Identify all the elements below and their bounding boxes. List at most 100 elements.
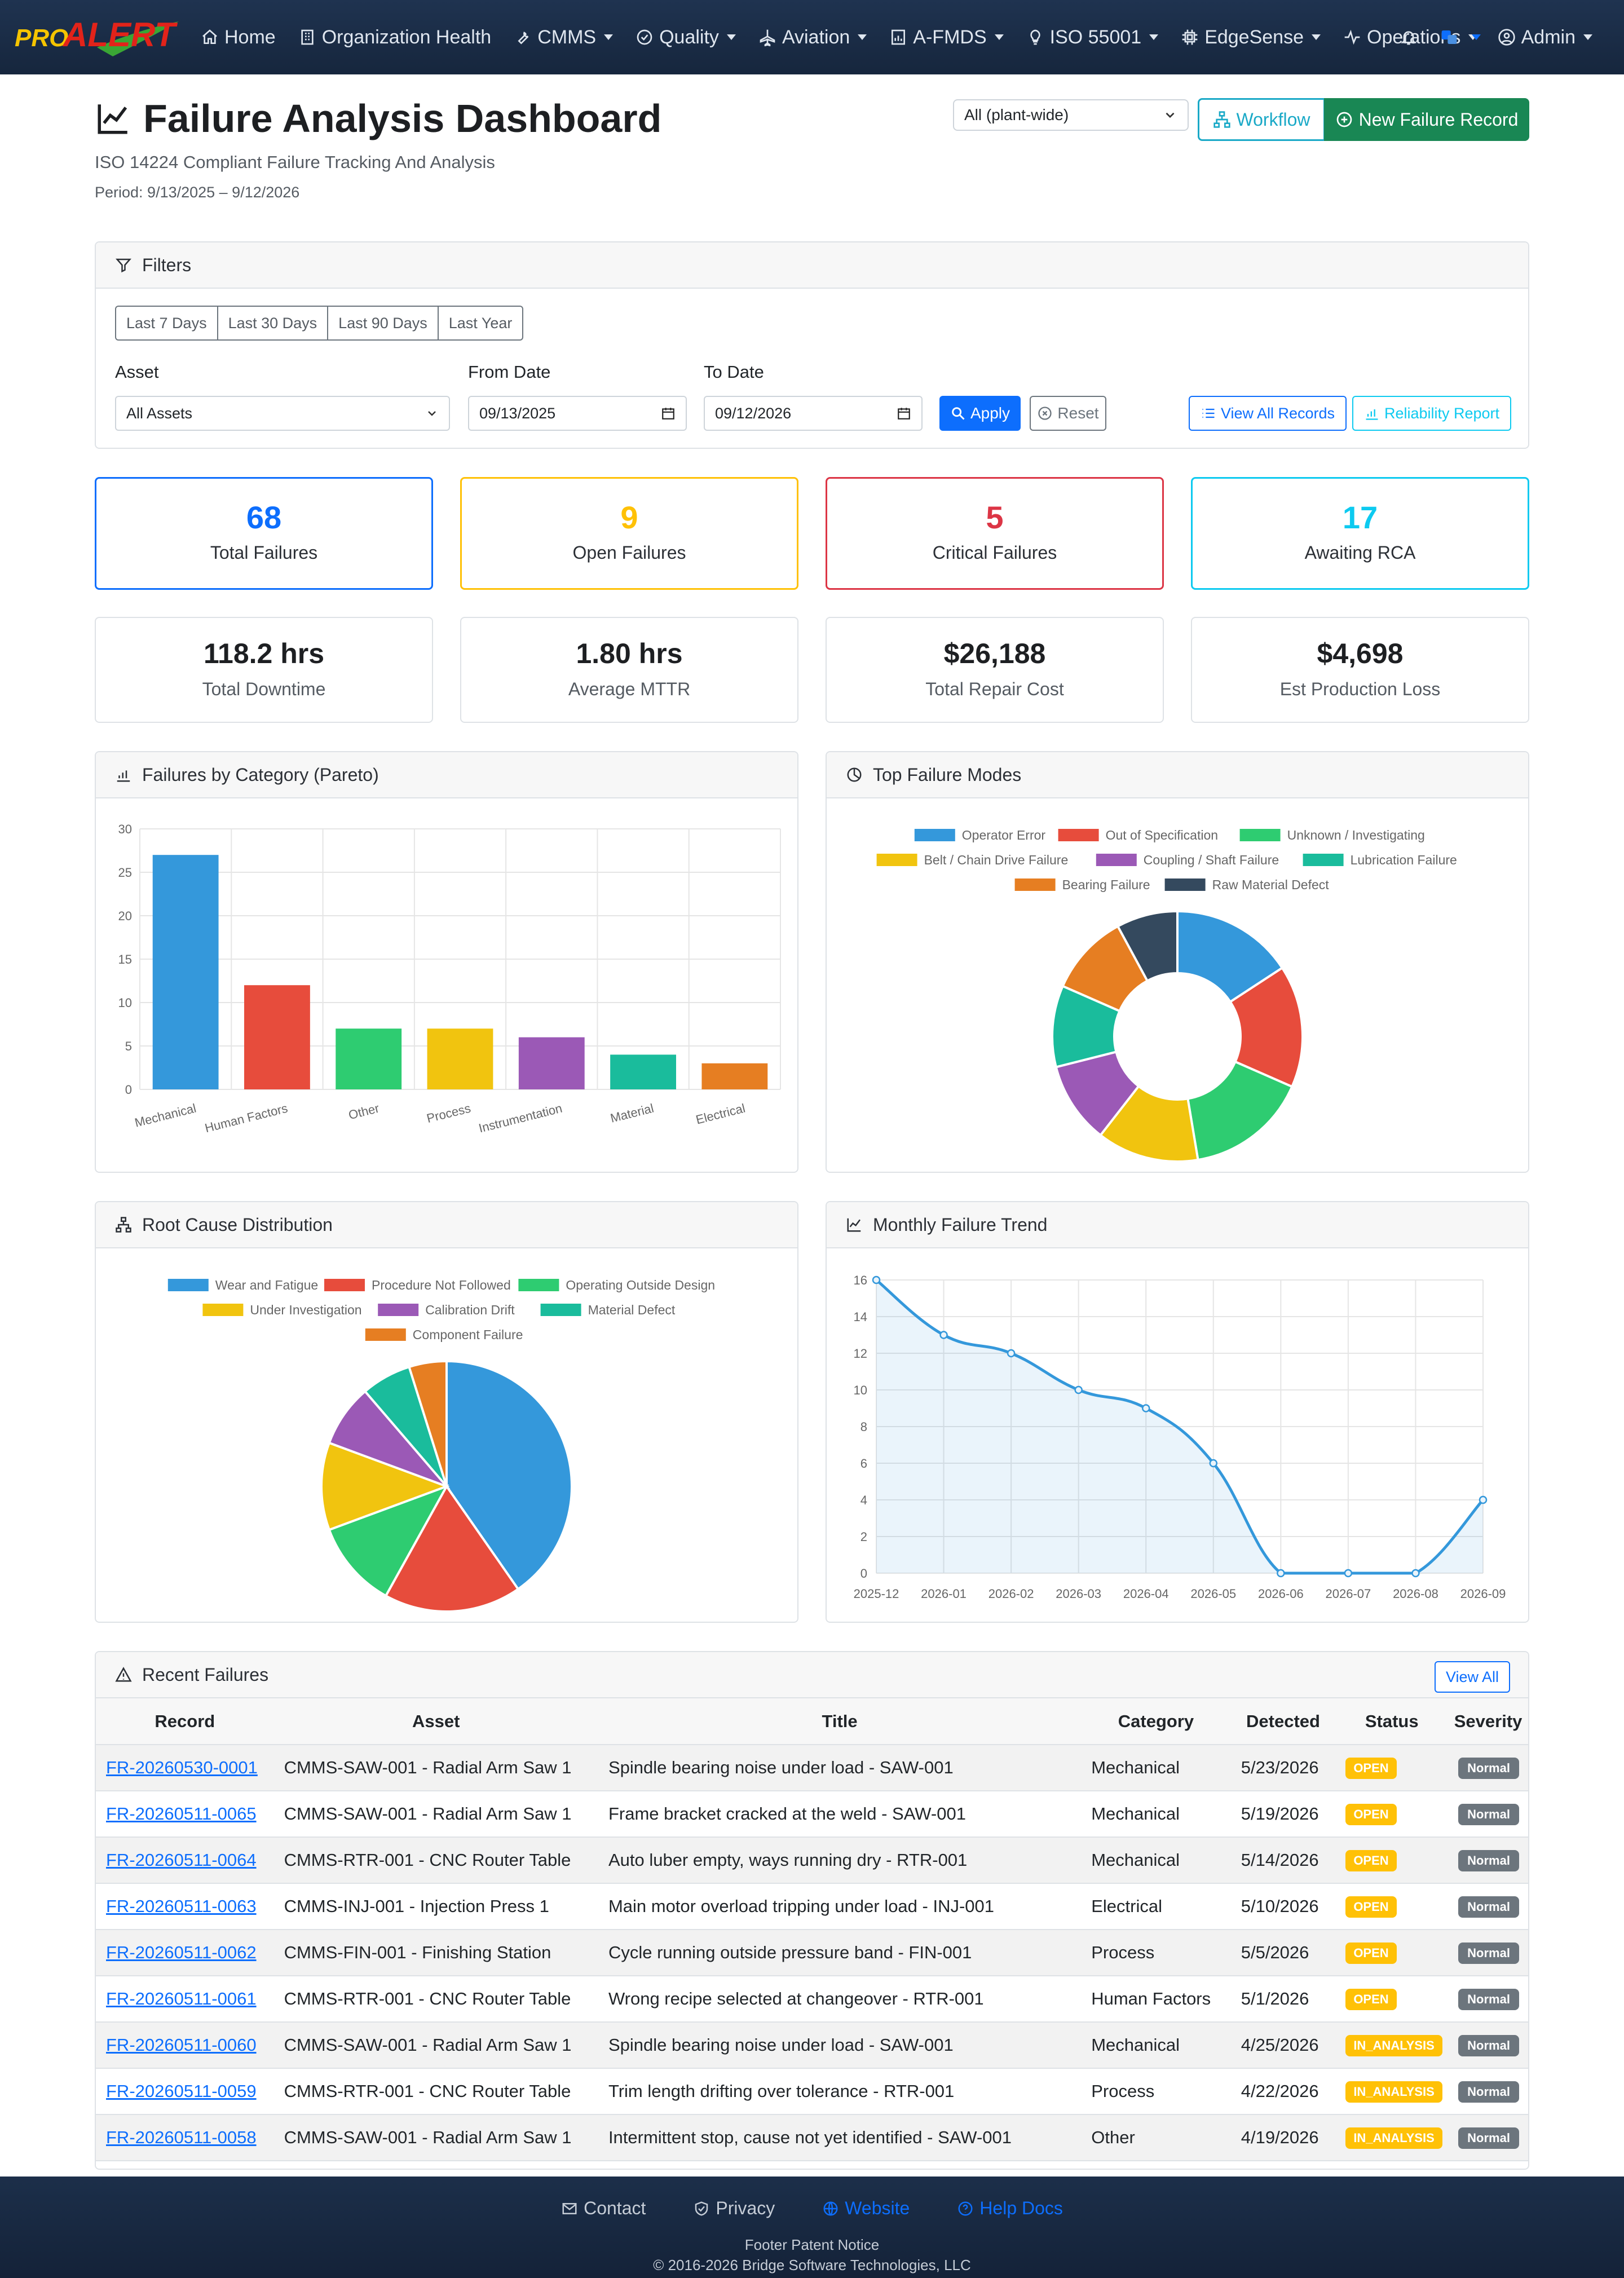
total-failures-card[interactable]: 68 Total Failures bbox=[95, 477, 433, 590]
record-link[interactable]: FR-20260511-0059 bbox=[106, 2081, 257, 2101]
globe-icon bbox=[823, 2201, 838, 2215]
failure-mode-slice-out-of-specification bbox=[1228, 966, 1304, 1088]
last-year-button[interactable]: Last Year bbox=[437, 306, 524, 341]
table-row[interactable]: FR-20260511-0059 CMMS-RTR-001 - CNC Route… bbox=[96, 2068, 1528, 2115]
x-circle-icon bbox=[1038, 407, 1052, 420]
category-cell: Human Factors bbox=[1081, 1976, 1231, 2023]
proalert-logo[interactable]: PRO ALERT bbox=[12, 14, 182, 61]
shield-check-icon bbox=[695, 2201, 708, 2216]
record-link[interactable]: FR-20260511-0060 bbox=[106, 2035, 257, 2055]
open-failures-card[interactable]: 9 Open Failures bbox=[460, 477, 798, 590]
table-row[interactable]: FR-20260511-0065 CMMS-SAW-001 - Radial Ar… bbox=[96, 1791, 1528, 1838]
nav-home[interactable]: Home bbox=[201, 27, 276, 48]
table-row[interactable]: FR-20260530-0001 CMMS-SAW-001 - Radial Ar… bbox=[96, 1745, 1528, 1791]
footer-contact-link[interactable]: Contact bbox=[561, 2198, 646, 2219]
record-cell[interactable]: FR-20260511-0061 bbox=[96, 1976, 274, 2023]
asset-label: Asset bbox=[115, 362, 159, 382]
record-link[interactable]: FR-20260511-0065 bbox=[106, 1804, 257, 1824]
record-cell[interactable]: FR-20260511-0065 bbox=[96, 1791, 274, 1838]
admin-menu[interactable]: Admin bbox=[1498, 27, 1592, 48]
title-cell: Spindle bearing noise under load - SAW-0… bbox=[598, 1745, 1082, 1791]
y-tick-label: 2 bbox=[860, 1530, 867, 1544]
asset-select[interactable]: All Assets bbox=[115, 396, 450, 431]
asset-cell: CMMS-SAW-001 - Radial Arm Saw 1 bbox=[273, 1791, 598, 1838]
new-failure-record-button[interactable]: New Failure Record bbox=[1324, 98, 1529, 141]
record-link[interactable]: FR-20260511-0063 bbox=[106, 1896, 257, 1916]
notifications-button[interactable] bbox=[1400, 28, 1423, 46]
nav-organization-health[interactable]: Organization Health bbox=[298, 27, 491, 48]
status-badge: IN_ANALYSIS bbox=[1345, 2035, 1442, 2056]
record-link[interactable]: FR-20260511-0062 bbox=[106, 1943, 257, 1962]
root-cause-slice-operating-outside-design bbox=[328, 1484, 449, 1597]
asset-cell: CMMS-SAW-001 - Radial Arm Saw 1 bbox=[273, 2022, 598, 2069]
root-cause-slice-procedure-not-followed bbox=[384, 1484, 520, 1613]
reset-button[interactable]: Reset bbox=[1030, 396, 1106, 431]
date-range-buttons: Last 7 Days Last 30 Days Last 90 Days La… bbox=[115, 306, 524, 341]
plant-select[interactable]: All (plant-wide) bbox=[953, 99, 1189, 131]
bar-chart-icon bbox=[1366, 409, 1378, 420]
asset-cell: CMMS-RTR-001 - CNC Router Table bbox=[273, 2068, 598, 2115]
line-chart-icon bbox=[847, 1218, 861, 1232]
language-button[interactable] bbox=[1440, 28, 1481, 46]
record-cell[interactable]: FR-20260511-0064 bbox=[96, 1837, 274, 1884]
record-cell[interactable]: FR-20260511-0058 bbox=[96, 2114, 274, 2161]
nav-aviation[interactable]: Aviation bbox=[758, 27, 867, 48]
nav-a-fmds[interactable]: A-FMDS bbox=[889, 27, 1004, 48]
last-7-days-button[interactable]: Last 7 Days bbox=[115, 306, 218, 341]
record-cell[interactable]: FR-20260511-0059 bbox=[96, 2068, 274, 2115]
record-cell[interactable]: FR-20260511-0060 bbox=[96, 2022, 274, 2069]
table-row[interactable]: FR-20260511-0061 CMMS-RTR-001 - CNC Route… bbox=[96, 1976, 1528, 2023]
last-30-days-button[interactable]: Last 30 Days bbox=[217, 306, 329, 341]
view-all-records-button[interactable]: View All Records bbox=[1189, 396, 1347, 431]
table-row[interactable]: FR-20260511-0060 CMMS-SAW-001 - Radial Ar… bbox=[96, 2022, 1528, 2069]
total-repair-cost-label: Total Repair Cost bbox=[925, 679, 1064, 699]
footer-privacy-link[interactable]: Privacy bbox=[693, 2198, 775, 2219]
table-row[interactable]: FR-20260511-0064 CMMS-RTR-001 - CNC Route… bbox=[96, 1837, 1528, 1884]
reliability-report-button[interactable]: Reliability Report bbox=[1352, 396, 1511, 431]
root-cause-pie-chart: Wear and Fatigue Procedure Not Followed Op… bbox=[167, 1278, 715, 1613]
record-cell[interactable]: FR-20260511-0062 bbox=[96, 1930, 274, 1976]
root-cause-slice-calibration-drift bbox=[328, 1389, 451, 1489]
last-90-days-button[interactable]: Last 90 Days bbox=[327, 306, 439, 341]
x-tick-label: 2026-03 bbox=[1056, 1587, 1101, 1601]
record-link[interactable]: FR-20260511-0058 bbox=[106, 2127, 257, 2147]
record-cell[interactable]: FR-20260511-0063 bbox=[96, 1883, 274, 1930]
record-cell[interactable]: FR-20260530-0001 bbox=[96, 1745, 274, 1791]
record-link[interactable]: FR-20260511-0064 bbox=[106, 1850, 257, 1870]
table-row[interactable]: FR-20260511-0063 CMMS-INJ-001 - Injection… bbox=[96, 1883, 1528, 1930]
chevron-down-icon bbox=[1312, 34, 1321, 40]
root-cause-chart-card: Root Cause Distribution Wear and Fatigue… bbox=[95, 1201, 798, 1623]
chevron-down-icon bbox=[1583, 34, 1592, 40]
status-cell: IN_ANALYSIS bbox=[1335, 2022, 1449, 2069]
from-date-input[interactable]: 09/13/2025 bbox=[468, 396, 687, 431]
awaiting-rca-value: 17 bbox=[1342, 500, 1378, 535]
awaiting-rca-card[interactable]: 17 Awaiting RCA bbox=[1191, 477, 1529, 590]
root-cause-legend-swatch bbox=[518, 1279, 559, 1291]
critical-failures-value: 5 bbox=[986, 500, 1004, 535]
workflow-button[interactable]: Workflow bbox=[1198, 98, 1325, 141]
x-tick-label: 2026-05 bbox=[1190, 1587, 1236, 1601]
footer-help-docs-link[interactable]: Help Docs bbox=[957, 2198, 1063, 2219]
nav-quality[interactable]: Quality bbox=[636, 27, 736, 48]
apply-button[interactable]: Apply bbox=[939, 396, 1021, 431]
view-all-button[interactable]: View All bbox=[1434, 1661, 1510, 1693]
critical-failures-card[interactable]: 5 Critical Failures bbox=[826, 477, 1164, 590]
clipboard-chart-icon bbox=[892, 29, 906, 45]
severity-badge: Normal bbox=[1458, 1758, 1519, 1779]
asset-cell: CMMS-INJ-001 - Injection Press 1 bbox=[273, 1883, 598, 1930]
x-tick-label: 2026-08 bbox=[1393, 1587, 1438, 1601]
nav-iso-55001[interactable]: ISO 55001 bbox=[1026, 27, 1159, 48]
warning-triangle-icon bbox=[115, 1667, 132, 1682]
record-link[interactable]: FR-20260530-0001 bbox=[106, 1758, 258, 1777]
new-failure-record-label: New Failure Record bbox=[1358, 109, 1519, 130]
column-header-asset: Asset bbox=[273, 1698, 598, 1745]
nav-edgesense[interactable]: EdgeSense bbox=[1181, 27, 1321, 48]
nav-cmms[interactable]: CMMS bbox=[514, 27, 614, 48]
root-cause-legend-swatch bbox=[167, 1279, 209, 1291]
airplane-icon bbox=[760, 29, 775, 46]
table-row[interactable]: FR-20260511-0058 CMMS-SAW-001 - Radial Ar… bbox=[96, 2114, 1528, 2161]
to-date-input[interactable]: 09/12/2026 bbox=[704, 396, 923, 431]
footer-website-link[interactable]: Website bbox=[822, 2198, 910, 2219]
table-row[interactable]: FR-20260511-0062 CMMS-FIN-001 - Finishing… bbox=[96, 1930, 1528, 1976]
record-link[interactable]: FR-20260511-0061 bbox=[106, 1989, 257, 2008]
